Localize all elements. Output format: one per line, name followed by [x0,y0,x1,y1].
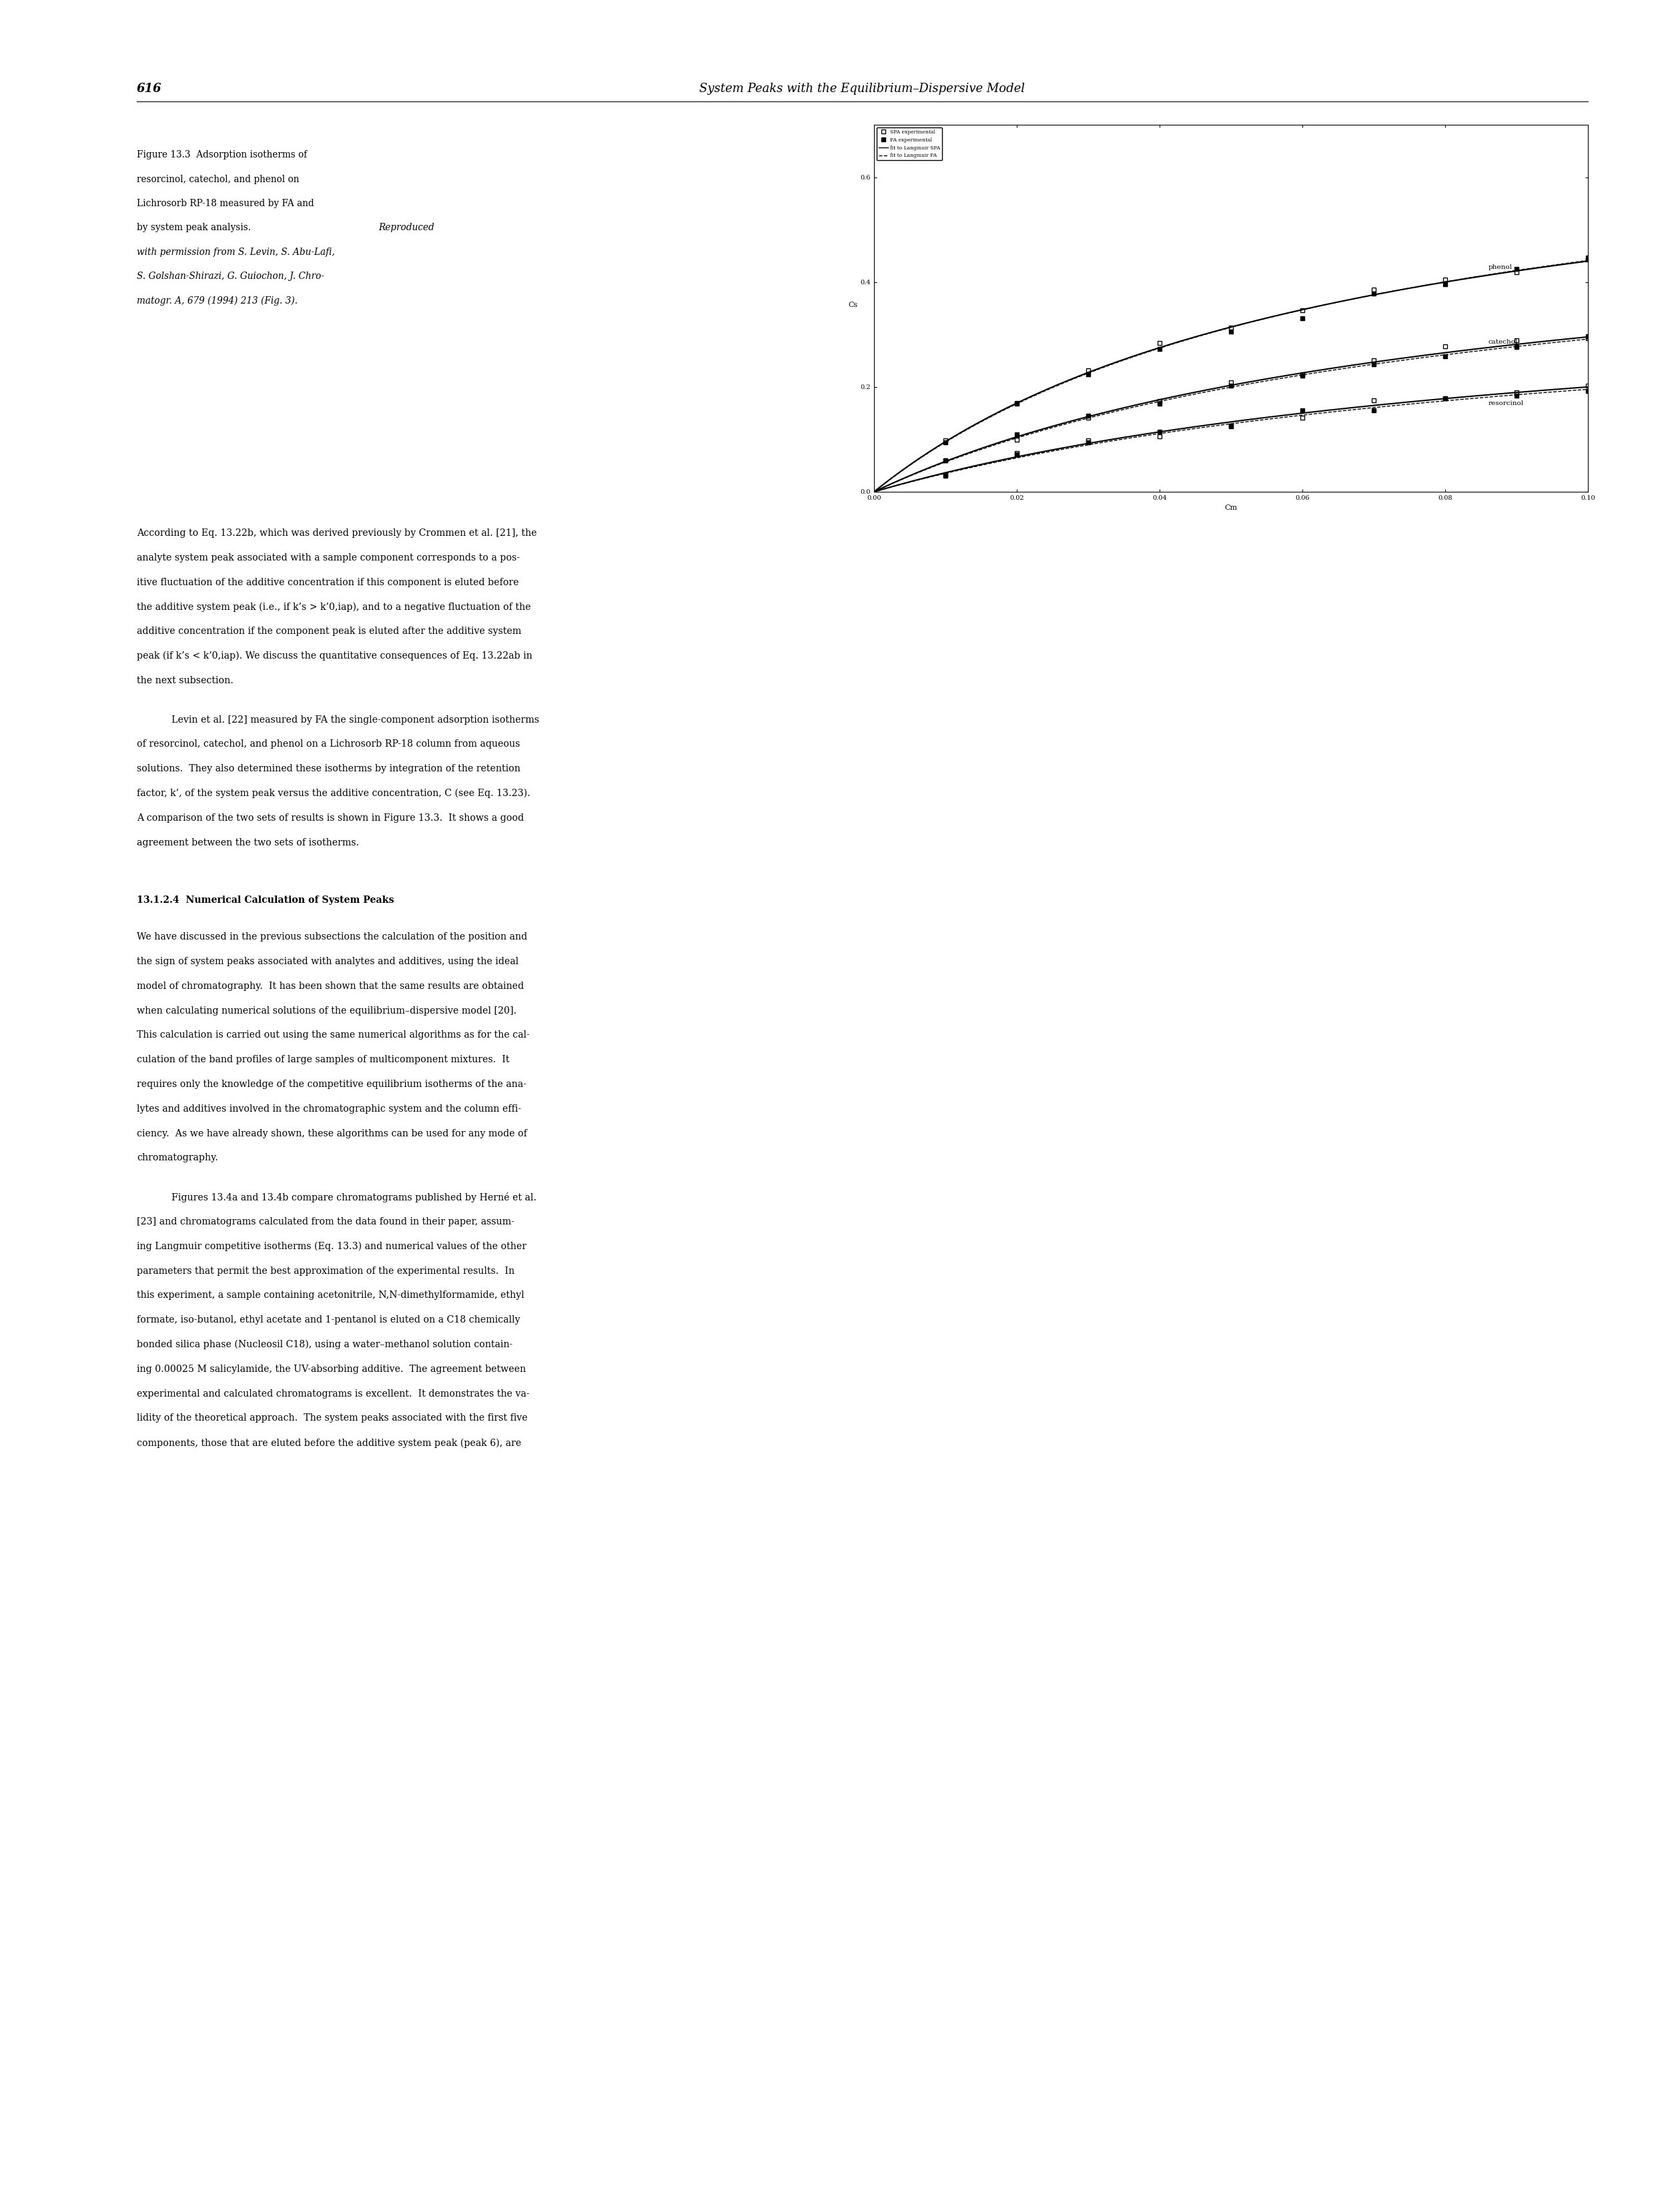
Text: System Peaks with the Equilibrium–Dispersive Model: System Peaks with the Equilibrium–Disper… [699,83,1025,94]
Text: agreement between the two sets of isotherms.: agreement between the two sets of isothe… [136,838,360,847]
Text: ing Langmuir competitive isotherms (Eq. 13.3) and numerical values of the other: ing Langmuir competitive isotherms (Eq. … [136,1241,526,1252]
Text: 13.1.2.4  Numerical Calculation of System Peaks: 13.1.2.4 Numerical Calculation of System… [136,895,395,906]
Text: by system peak analysis.: by system peak analysis. [136,223,257,232]
Text: with permission from S. Levin, S. Abu-Lafi,: with permission from S. Levin, S. Abu-La… [136,247,334,256]
Text: Lichrosorb RP-18 measured by FA and: Lichrosorb RP-18 measured by FA and [136,199,314,208]
Text: Levin et al. [22] measured by FA the single-component adsorption isotherms: Levin et al. [22] measured by FA the sin… [171,715,539,724]
Text: when calculating numerical solutions of the equilibrium–dispersive model [20].: when calculating numerical solutions of … [136,1006,517,1015]
Text: Figures 13.4a and 13.4b compare chromatograms published by Herné et al.: Figures 13.4a and 13.4b compare chromato… [171,1192,536,1203]
Text: solutions.  They also determined these isotherms by integration of the retention: solutions. They also determined these is… [136,764,521,775]
Text: Reproduced: Reproduced [378,223,433,232]
Text: ciency.  As we have already shown, these algorithms can be used for any mode of: ciency. As we have already shown, these … [136,1129,528,1138]
Text: parameters that permit the best approximation of the experimental results.  In: parameters that permit the best approxim… [136,1267,514,1276]
Text: matogr. A, 679 (1994) 213 (Fig. 3).: matogr. A, 679 (1994) 213 (Fig. 3). [136,295,297,306]
Text: the additive system peak (i.e., if k’s > k’0,iap), and to a negative fluctuation: the additive system peak (i.e., if k’s >… [136,602,531,613]
Text: This calculation is carried out using the same numerical algorithms as for the c: This calculation is carried out using th… [136,1031,529,1039]
Text: lytes and additives involved in the chromatographic system and the column effi-: lytes and additives involved in the chro… [136,1105,521,1114]
Text: bonded silica phase (Nucleosil C18), using a water–methanol solution contain-: bonded silica phase (Nucleosil C18), usi… [136,1339,512,1350]
X-axis label: Cm: Cm [1225,505,1238,512]
Text: the next subsection.: the next subsection. [136,676,234,685]
Text: Figure 13.3  Adsorption isotherms of: Figure 13.3 Adsorption isotherms of [136,151,307,160]
Text: of resorcinol, catechol, and phenol on a Lichrosorb RP-18 column from aqueous: of resorcinol, catechol, and phenol on a… [136,740,521,748]
Text: A comparison of the two sets of results is shown in Figure 13.3.  It shows a goo: A comparison of the two sets of results … [136,814,524,823]
Text: factor, k’, of the system peak versus the additive concentration, C (see Eq. 13.: factor, k’, of the system peak versus th… [136,788,531,799]
Text: analyte system peak associated with a sample component corresponds to a pos-: analyte system peak associated with a sa… [136,554,519,562]
Text: resorcinol: resorcinol [1488,400,1524,407]
Text: formate, iso-butanol, ethyl acetate and 1-pentanol is eluted on a C18 chemically: formate, iso-butanol, ethyl acetate and … [136,1315,521,1324]
Text: chromatography.: chromatography. [136,1153,218,1162]
Text: We have discussed in the previous subsections the calculation of the position an: We have discussed in the previous subsec… [136,932,528,941]
Text: catechol: catechol [1488,339,1517,346]
Text: phenol: phenol [1488,265,1512,269]
Y-axis label: Cs: Cs [848,302,858,309]
Text: components, those that are eluted before the additive system peak (peak 6), are: components, those that are eluted before… [136,1438,521,1448]
Text: S. Golshan-Shirazi, G. Guiochon, J. Chro-: S. Golshan-Shirazi, G. Guiochon, J. Chro… [136,271,324,282]
Text: According to Eq. 13.22b, which was derived previously by Crommen et al. [21], th: According to Eq. 13.22b, which was deriv… [136,529,538,538]
Text: resorcinol, catechol, and phenol on: resorcinol, catechol, and phenol on [136,175,299,184]
Text: ing 0.00025 M salicylamide, the UV-absorbing additive.  The agreement between: ing 0.00025 M salicylamide, the UV-absor… [136,1365,526,1374]
Legend: SPA experimental, FA experimental, fit to Langmuir SPA, fit to Langmuir FA: SPA experimental, FA experimental, fit t… [877,127,942,160]
Text: itive fluctuation of the additive concentration if this component is eluted befo: itive fluctuation of the additive concen… [136,578,519,586]
Text: additive concentration if the component peak is eluted after the additive system: additive concentration if the component … [136,626,521,637]
Text: the sign of system peaks associated with analytes and additives, using the ideal: the sign of system peaks associated with… [136,956,519,967]
Text: this experiment, a sample containing acetonitrile, N,N-dimethylformamide, ethyl: this experiment, a sample containing ace… [136,1291,524,1300]
Text: experimental and calculated chromatograms is excellent.  It demonstrates the va-: experimental and calculated chromatogram… [136,1389,529,1398]
Text: model of chromatography.  It has been shown that the same results are obtained: model of chromatography. It has been sho… [136,982,524,991]
Text: requires only the knowledge of the competitive equilibrium isotherms of the ana-: requires only the knowledge of the compe… [136,1079,526,1090]
Text: peak (if k’s < k’0,iap). We discuss the quantitative consequences of Eq. 13.22ab: peak (if k’s < k’0,iap). We discuss the … [136,652,533,661]
Text: 616: 616 [136,83,161,94]
Text: lidity of the theoretical approach.  The system peaks associated with the first : lidity of the theoretical approach. The … [136,1413,528,1422]
Text: [23] and chromatograms calculated from the data found in their paper, assum-: [23] and chromatograms calculated from t… [136,1217,514,1227]
Text: culation of the band profiles of large samples of multicomponent mixtures.  It: culation of the band profiles of large s… [136,1055,509,1063]
